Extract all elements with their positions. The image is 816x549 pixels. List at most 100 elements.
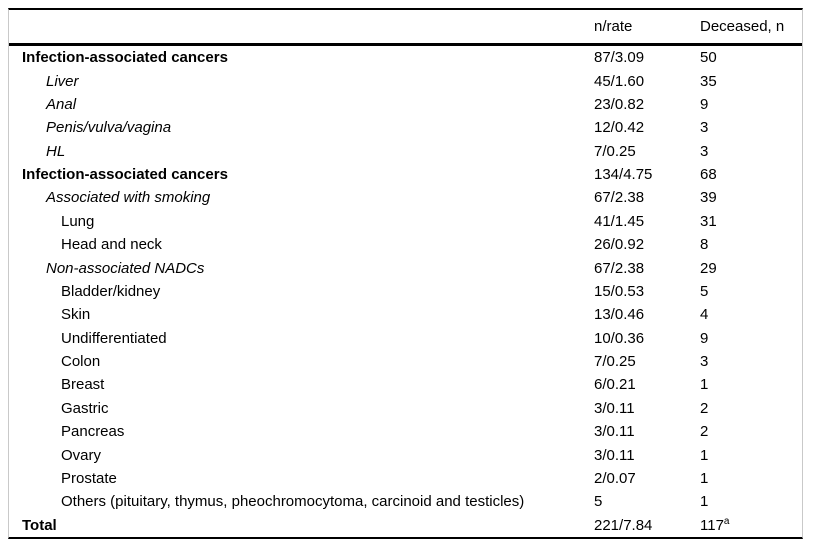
table-row: Ovary 3/0.11 1 [9,443,802,466]
row-n-rate: 7/0.25 [594,354,636,370]
row-label: Lung [61,213,95,229]
table-row: Skin 13/0.46 4 [9,303,802,326]
row-label: Gastric [61,400,109,416]
row-deceased: 117a [700,518,802,533]
row-label: Others (pituitary, thymus, pheochromocyt… [61,494,525,510]
table-row: Infection-associated cancers 87/3.09 50 [9,46,802,69]
table-row: Head and neck 26/0.92 8 [9,233,802,256]
row-deceased: 35 [700,74,802,89]
row-n-rate: 45/1.60 [594,73,645,89]
row-label: Head and neck [61,237,162,253]
row-deceased: 8 [700,237,802,252]
row-n-rate: 67/2.38 [594,260,645,276]
table-row: Total 221/7.84 117a [9,514,802,537]
row-deceased: 1 [700,448,802,463]
row-label: Anal [46,96,77,112]
row-deceased: 2 [700,424,802,439]
row-deceased: 3 [700,120,802,135]
table-row: Undifferentiated 10/0.36 9 [9,327,802,350]
row-n-rate: 3/0.11 [594,447,635,463]
deceased-value: 1 [700,377,709,393]
row-deceased: 9 [700,331,802,346]
row-deceased: 31 [700,214,802,229]
row-label: Pancreas [61,424,125,440]
table-row: Liver 45/1.60 35 [9,69,802,92]
row-n-rate: 221/7.84 [594,517,653,533]
row-deceased: 9 [700,97,802,112]
row-n-rate: 87/3.09 [594,50,645,66]
row-n-rate: 134/4.75 [594,167,653,183]
row-label: Non-associated NADCs [46,260,205,276]
deceased-value: 50 [700,50,717,66]
row-label: Skin [61,307,91,323]
table-row: Lung 41/1.45 31 [9,210,802,233]
deceased-value: 1 [700,494,709,510]
table-header: n/rate Deceased, n [9,10,802,46]
deceased-value: 39 [700,190,717,206]
header-deceased-n: Deceased, n [700,19,785,34]
row-deceased: 3 [700,354,802,369]
deceased-value: 1 [700,470,709,486]
row-n-rate: 7/0.25 [594,143,636,159]
row-n-rate: 3/0.11 [594,400,635,416]
deceased-value: 5 [700,283,709,299]
table-row: Pancreas 3/0.11 2 [9,420,802,443]
deceased-value: 9 [700,96,709,112]
row-label: Infection-associated cancers [22,50,228,66]
row-label: Colon [61,354,101,370]
footnote-marker: a [723,517,730,527]
row-n-rate: 15/0.53 [594,283,645,299]
deceased-value: 1 [700,447,709,463]
deceased-value: 29 [700,260,717,276]
row-n-rate: 3/0.11 [594,424,635,440]
deceased-value: 31 [700,213,717,229]
row-deceased: 5 [700,284,802,299]
deceased-value: 3 [700,143,709,159]
row-n-rate: 10/0.36 [594,330,645,346]
deceased-value: 9 [700,330,709,346]
table-row: Others (pituitary, thymus, pheochromocyt… [9,490,802,513]
row-n-rate: 2/0.07 [594,470,636,486]
table-row: Associated with smoking 67/2.38 39 [9,186,802,209]
row-deceased: 2 [700,401,802,416]
row-label: Prostate [61,470,117,486]
row-deceased: 1 [700,494,802,509]
row-n-rate: 13/0.46 [594,307,645,323]
row-deceased: 3 [700,144,802,159]
table-row: Penis/vulva/vagina 12/0.42 3 [9,116,802,139]
table-row: Anal 23/0.82 9 [9,93,802,116]
header-n-rate: n/rate [594,19,633,34]
deceased-value: 3 [700,120,709,136]
row-label: Breast [61,377,105,393]
deceased-value: 3 [700,354,709,370]
row-deceased: 29 [700,261,802,276]
cancer-incidence-table: n/rate Deceased, n Infection-associated … [8,8,803,539]
table-body: Infection-associated cancers 87/3.09 50 Liv… [9,46,802,537]
table-row: Gastric 3/0.11 2 [9,397,802,420]
deceased-value: 35 [700,73,717,89]
table-row: Colon 7/0.25 3 [9,350,802,373]
row-n-rate: 67/2.38 [594,190,645,206]
row-deceased: 1 [700,471,802,486]
row-n-rate: 12/0.42 [594,120,645,136]
row-label: Associated with smoking [46,190,211,206]
table-row: Breast 6/0.21 1 [9,373,802,396]
deceased-value: 4 [700,307,709,323]
row-label: Infection-associated cancers [22,167,228,183]
row-n-rate: 41/1.45 [594,213,645,229]
row-label: Penis/vulva/vagina [46,120,172,136]
row-deceased: 68 [700,167,802,182]
row-deceased: 4 [700,307,802,322]
row-label: Bladder/kidney [61,283,161,299]
table-row: Infection-associated cancers 134/4.75 68 [9,163,802,186]
row-n-rate: 5 [594,494,603,510]
table-row: HL 7/0.25 3 [9,140,802,163]
table-row: Prostate 2/0.07 1 [9,467,802,490]
deceased-value: 117 [700,517,724,533]
row-n-rate: 26/0.92 [594,237,645,253]
row-n-rate: 23/0.82 [594,96,645,112]
row-label: Total [22,517,57,533]
deceased-value: 2 [700,424,709,440]
row-deceased: 50 [700,50,802,65]
row-n-rate: 6/0.21 [594,377,636,393]
